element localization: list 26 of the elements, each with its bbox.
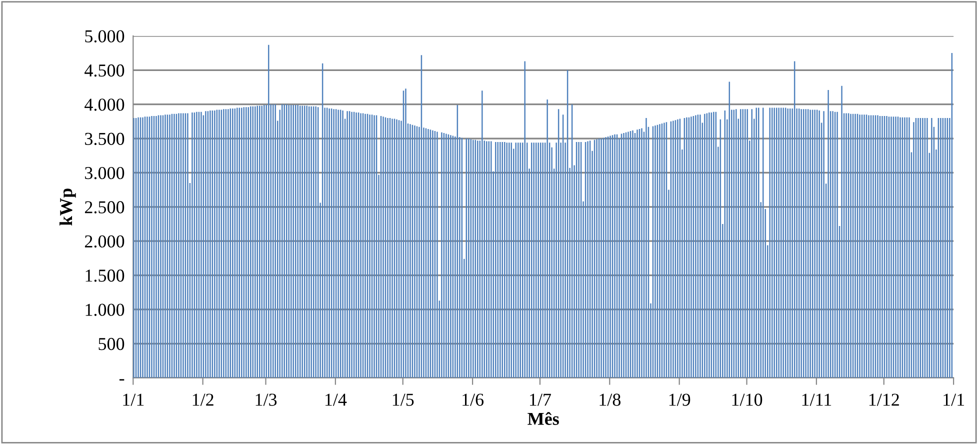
y-tick-label: 1.000 xyxy=(86,304,124,316)
x-tick-label: 1/2 xyxy=(192,394,214,406)
x-tick-label: 1/11 xyxy=(802,394,832,406)
y-tick-label: 3.500 xyxy=(85,132,124,146)
x-tick-label: 1/6 xyxy=(462,394,484,406)
x-tick-label: 1/3 xyxy=(256,394,277,406)
x-tick-label: 1/7 xyxy=(530,394,551,406)
y-tick-label: 1.500 xyxy=(86,270,124,282)
x-tick-label: 1/4 xyxy=(325,394,347,406)
x-axis-title: Mês xyxy=(528,412,559,425)
y-tick-label: 4.500 xyxy=(84,64,124,77)
y-tick-label: 4.000 xyxy=(84,98,124,111)
y-axis-title: kWp xyxy=(59,188,76,226)
y-tick-label: - xyxy=(119,379,124,381)
y-tick-label: 2.500 xyxy=(84,201,124,214)
x-tick-label: 1/12 xyxy=(869,394,899,406)
y-tick-label: 5.000 xyxy=(85,30,124,42)
y-tick-label: 500 xyxy=(98,338,124,350)
y-tick-label: 2.000 xyxy=(84,235,124,248)
x-tick-label: 1/9 xyxy=(669,394,690,406)
x-tick-label: 1/8 xyxy=(600,394,620,406)
x-tick-label: 1/1 xyxy=(123,394,144,406)
x-tick-label: 1/10 xyxy=(732,394,762,406)
x-tick-label: 1/1 xyxy=(944,394,964,406)
x-tick-label: 1/5 xyxy=(392,394,414,406)
y-tick-label: 3.000 xyxy=(85,166,124,180)
